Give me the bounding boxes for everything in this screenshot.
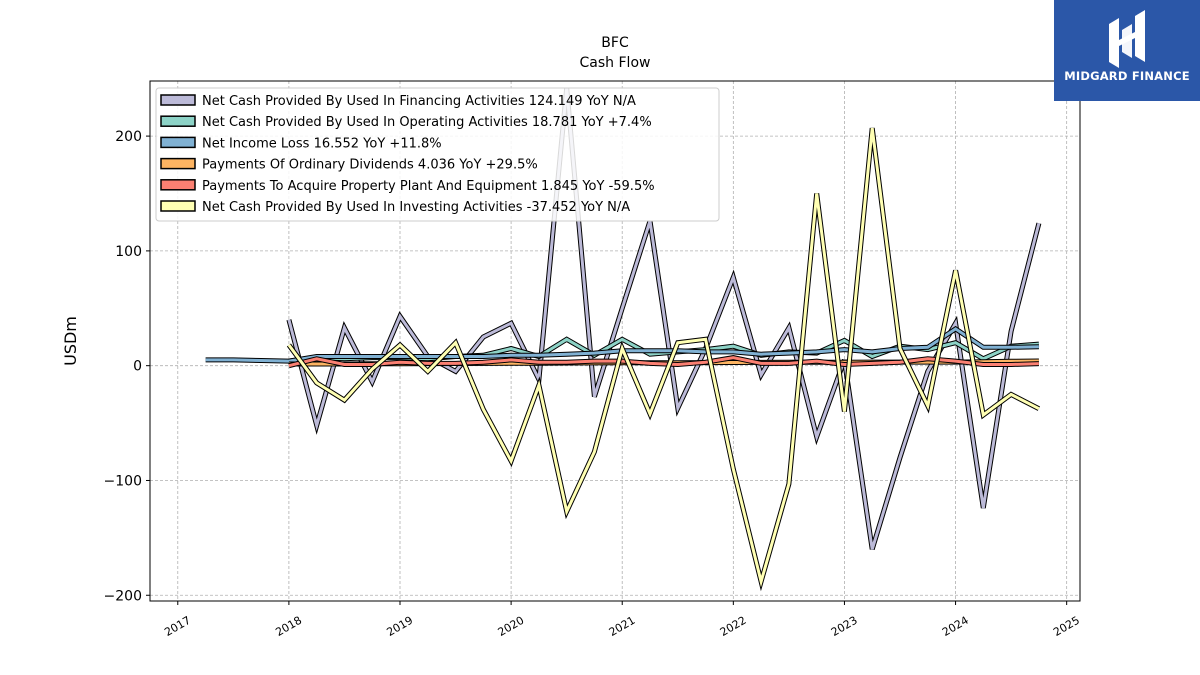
- legend-entry: Payments Of Ordinary Dividends 4.036 YoY…: [202, 158, 538, 173]
- legend-swatch: [160, 157, 196, 170]
- x-tick-label: 2025: [1051, 614, 1082, 639]
- x-tick-label: 2024: [940, 614, 971, 639]
- legend-swatch: [160, 179, 196, 191]
- x-tick-label: 2018: [273, 614, 304, 639]
- series-lines: [205, 87, 1042, 592]
- series-line-6: [286, 127, 1041, 592]
- legend-swatch: [160, 115, 196, 127]
- axes-frame: [149, 80, 1081, 602]
- chart-title: BFC: [601, 35, 629, 51]
- brand-logo: MIDGARD FINANCE: [1054, 0, 1200, 101]
- legend-entry: Net Income Loss 16.552 YoY +11.8%: [202, 136, 442, 151]
- legend-entry: Payments To Acquire Property Plant And E…: [202, 179, 655, 194]
- midgard-logo-icon: [1109, 10, 1145, 68]
- legend-entry: Net Cash Provided By Used In Operating A…: [202, 115, 652, 130]
- brand-name: MIDGARD FINANCE: [1064, 69, 1190, 83]
- series-line-1: [286, 87, 1042, 551]
- chart-subtitle: Cash Flow: [580, 55, 651, 71]
- y-tick-label: 200: [115, 129, 142, 145]
- x-tick-label: 2023: [829, 614, 860, 639]
- legend-swatch: [160, 94, 196, 106]
- y-tick-label: 0: [133, 359, 142, 375]
- legend: Net Cash Provided By Used In Financing A…: [155, 87, 720, 222]
- x-tick-label: 2019: [384, 614, 415, 639]
- y-axis-label: USDm: [61, 316, 80, 366]
- legend-entry: Net Cash Provided By Used In Financing A…: [202, 94, 636, 109]
- y-tick-label: −200: [104, 588, 142, 604]
- x-tick-label: 2021: [607, 614, 638, 639]
- y-tick-label: 100: [115, 244, 142, 260]
- legend-box: [155, 87, 720, 222]
- legend-entry: Net Cash Provided By Used In Investing A…: [202, 200, 630, 215]
- legend-swatch: [160, 200, 196, 212]
- x-tick-label: 2022: [718, 614, 749, 639]
- y-tick-label: −100: [104, 473, 142, 489]
- x-tick-label: 2020: [496, 614, 527, 639]
- legend-swatch: [160, 136, 196, 149]
- series-line-5: [288, 355, 1039, 369]
- x-tick-label: 2017: [162, 614, 193, 639]
